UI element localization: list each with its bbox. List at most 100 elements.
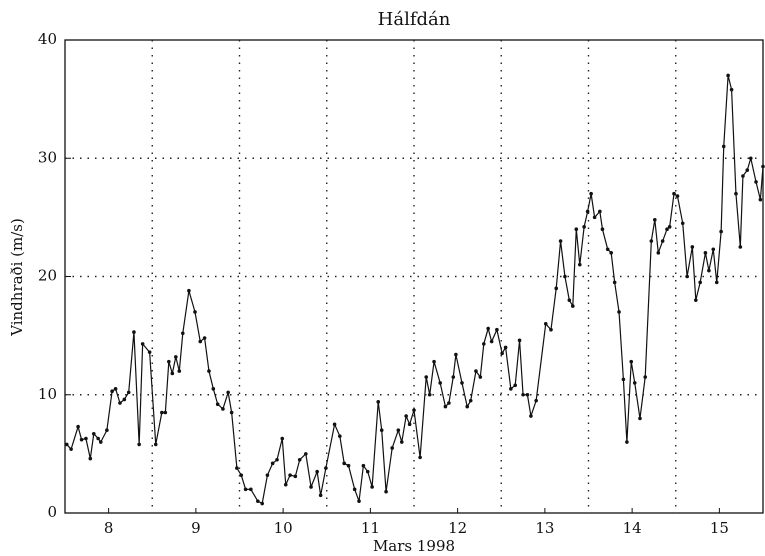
y-tick-label: 0 [47, 503, 57, 521]
data-point [574, 227, 579, 231]
data-point [758, 197, 763, 202]
data-point [554, 286, 559, 291]
data-point [105, 428, 109, 433]
data-point [88, 456, 93, 461]
data-point [202, 336, 207, 340]
data-point [64, 442, 69, 447]
data-point [342, 461, 347, 466]
data-point [118, 401, 122, 405]
data-point [412, 408, 416, 412]
data-point [352, 487, 357, 492]
x-tick-label: 9 [191, 519, 201, 537]
data-point [424, 375, 429, 379]
x-tick-label: 15 [710, 519, 729, 537]
data-point [680, 221, 685, 226]
data-point [665, 227, 669, 231]
data-point [132, 330, 136, 334]
data-point [468, 398, 473, 403]
data-point [719, 229, 723, 234]
y-axis-label: Vindhraði (m/s) [8, 218, 26, 337]
data-point [297, 457, 302, 462]
data-point [346, 463, 351, 468]
data-point [711, 247, 716, 252]
data-point [265, 473, 270, 477]
data-point [226, 390, 230, 395]
data-point [563, 274, 567, 279]
x-tick-label: 11 [361, 519, 380, 537]
data-point [221, 407, 225, 411]
data-point [748, 156, 753, 161]
data-point [754, 180, 758, 184]
data-point [365, 469, 370, 474]
data-point [69, 447, 73, 451]
data-point [324, 466, 328, 470]
data-point [126, 390, 131, 395]
data-point [76, 424, 80, 429]
x-tick-label: 13 [535, 519, 554, 537]
data-point [249, 487, 253, 492]
data-point [96, 436, 100, 441]
data-point [729, 87, 734, 92]
data-point [761, 164, 765, 169]
data-point [122, 397, 127, 402]
data-point [703, 251, 708, 255]
data-point [582, 225, 586, 229]
data-point [370, 485, 374, 489]
data-point [707, 268, 711, 273]
data-point [215, 402, 220, 407]
data-point [418, 455, 422, 460]
data-point [465, 404, 470, 409]
data-point [243, 487, 248, 492]
data-point [503, 345, 508, 350]
data-line [66, 75, 764, 505]
data-point [609, 251, 613, 255]
data-point [318, 493, 323, 498]
data-point [187, 288, 191, 293]
data-point [193, 310, 197, 314]
data-point [474, 369, 478, 373]
data-point [585, 209, 590, 214]
data-point [598, 209, 602, 214]
data-point [653, 217, 657, 222]
data-point [177, 369, 182, 373]
data-point [283, 482, 288, 487]
data-point [638, 416, 642, 421]
data-point [656, 251, 661, 255]
y-tick-label: 30 [38, 148, 57, 166]
data-point [91, 431, 96, 436]
x-tick-label: 14 [623, 519, 642, 537]
data-point [361, 463, 366, 468]
x-tick-label: 10 [274, 519, 293, 537]
data-point [443, 404, 448, 409]
data-point [649, 239, 654, 243]
data-point [376, 400, 381, 404]
data-point [721, 144, 726, 149]
data-point [698, 280, 702, 285]
data-point [592, 215, 597, 220]
data-point [714, 280, 719, 285]
data-point [447, 401, 451, 405]
data-point [509, 387, 513, 391]
data-point [632, 381, 637, 385]
data-point [478, 375, 483, 379]
data-point [495, 327, 499, 332]
data-point [738, 245, 743, 249]
data-point [390, 446, 394, 450]
data-point [167, 359, 171, 364]
data-point [521, 392, 525, 397]
data-point [153, 442, 158, 447]
data-point [513, 383, 518, 388]
data-point [745, 168, 750, 172]
data-point [741, 174, 745, 178]
data-point [629, 359, 634, 364]
data-point [726, 73, 730, 78]
data-point [734, 191, 738, 196]
data-point [235, 466, 239, 470]
data-point [577, 262, 582, 267]
data-point [685, 274, 689, 279]
data-point [500, 351, 504, 356]
data-point [239, 473, 244, 477]
data-point [332, 422, 337, 427]
y-tick-label: 10 [38, 385, 57, 403]
